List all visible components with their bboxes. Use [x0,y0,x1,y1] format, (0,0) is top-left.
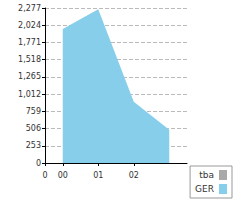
svg-text:506: 506 [26,124,41,133]
svg-text:00: 00 [58,171,68,180]
svg-text:759: 759 [26,107,41,116]
svg-text:253: 253 [26,141,41,150]
svg-text:2,277: 2,277 [18,4,41,13]
svg-text:2,024: 2,024 [18,21,41,30]
svg-text:02: 02 [129,171,139,180]
svg-text:1,771: 1,771 [18,38,41,47]
svg-text:0: 0 [42,171,47,180]
svg-text:GER: GER [195,184,214,194]
svg-text:01: 01 [93,171,103,180]
svg-text:1,265: 1,265 [18,72,41,81]
svg-text:1,012: 1,012 [18,90,41,99]
svg-text:1,518: 1,518 [18,55,41,64]
svg-text:tba: tba [199,170,214,180]
svg-text:0: 0 [36,159,41,168]
